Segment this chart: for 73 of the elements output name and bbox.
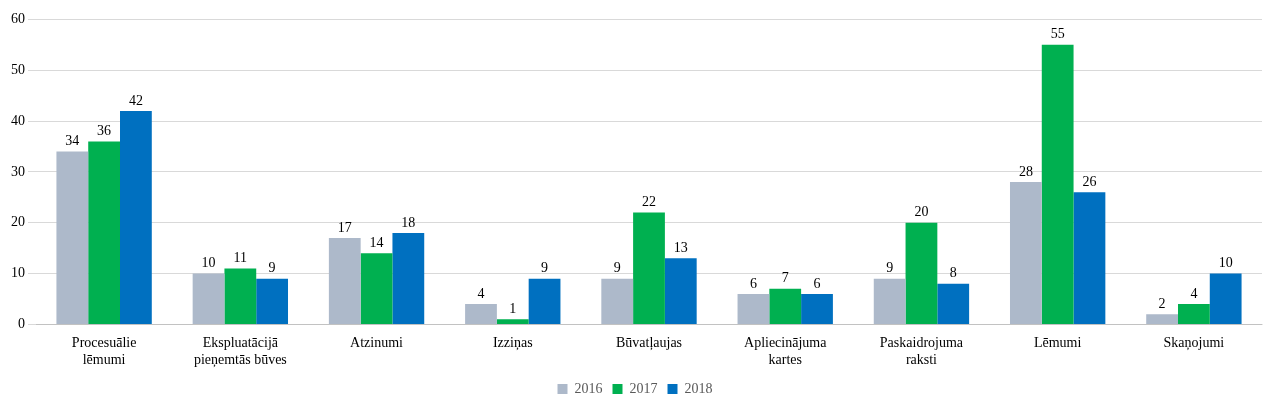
x-tick-label: Būvatļaujas xyxy=(615,335,683,352)
data-label: 20 xyxy=(914,204,929,220)
bar xyxy=(633,212,665,324)
x-tick-label: Apliecinājuma kartes xyxy=(744,335,828,368)
bar xyxy=(601,278,634,324)
bar xyxy=(1146,314,1178,324)
y-tick-label: 30 xyxy=(11,163,25,179)
data-label: 10 xyxy=(201,255,216,271)
y-tick-label: 20 xyxy=(11,214,25,230)
data-label: 2 xyxy=(1158,295,1166,311)
bar xyxy=(496,319,529,324)
data-label: 9 xyxy=(886,260,894,276)
bar xyxy=(1073,192,1106,324)
bar xyxy=(56,151,89,324)
legend-label: 2018 xyxy=(684,380,713,396)
y-tick-label: 0 xyxy=(18,316,25,332)
data-label: 18 xyxy=(401,214,416,230)
data-label: 14 xyxy=(369,234,384,250)
x-tick-label: Paskaidrojuma raksti xyxy=(879,335,964,368)
data-label: 36 xyxy=(97,123,112,139)
y-tick-label: 10 xyxy=(11,265,25,281)
data-label: 6 xyxy=(749,275,757,291)
bar xyxy=(465,304,497,324)
x-tick-label: Lēmumi xyxy=(1033,335,1082,351)
data-label: 1 xyxy=(509,300,517,316)
legend-label: 2017 xyxy=(629,380,658,396)
bar xyxy=(873,278,906,324)
data-label: 13 xyxy=(673,239,688,255)
bar xyxy=(1209,273,1242,324)
data-label: 17 xyxy=(337,219,352,235)
bar xyxy=(1178,304,1210,324)
x-tick-label: Izziņas xyxy=(492,335,533,352)
bar xyxy=(1009,182,1042,324)
bar xyxy=(1041,44,1074,324)
data-label: 11 xyxy=(233,250,248,266)
data-label: 9 xyxy=(613,260,621,276)
bar xyxy=(224,268,257,324)
data-label: 10 xyxy=(1218,255,1233,271)
data-label: 4 xyxy=(1190,285,1198,301)
data-label: 42 xyxy=(128,92,143,108)
data-label: 7 xyxy=(781,270,789,286)
y-tick-label: 40 xyxy=(11,112,25,128)
bar xyxy=(392,232,425,324)
data-label: 4 xyxy=(477,285,485,301)
data-label: 9 xyxy=(541,260,549,276)
bar xyxy=(801,293,833,324)
data-label: 26 xyxy=(1082,173,1097,189)
bar xyxy=(256,278,289,324)
data-label: 9 xyxy=(268,260,276,276)
data-label: 28 xyxy=(1018,163,1033,179)
bar xyxy=(905,222,938,324)
x-tick-label: Ekspluatācijā pieņemtās būves xyxy=(193,335,287,369)
bar xyxy=(328,237,361,324)
data-label: 55 xyxy=(1050,26,1065,42)
bar xyxy=(737,293,770,324)
bar xyxy=(769,288,802,324)
bar xyxy=(192,273,225,324)
x-tick-label: Skaņojumi xyxy=(1163,335,1225,352)
legend-label: 2016 xyxy=(574,380,603,396)
bar xyxy=(120,110,152,324)
bar xyxy=(360,253,393,324)
bar xyxy=(664,258,697,324)
bar xyxy=(528,278,561,324)
y-tick-label: 60 xyxy=(11,11,25,27)
y-tick-label: 50 xyxy=(11,61,25,77)
x-tick-label: Procesuālie lēmumi xyxy=(71,335,137,368)
bar xyxy=(88,141,120,324)
data-label: 34 xyxy=(65,133,80,149)
x-tick-label: Atzinumi xyxy=(350,335,404,351)
data-label: 8 xyxy=(949,265,957,281)
data-label: 22 xyxy=(642,194,656,210)
data-label: 6 xyxy=(813,275,821,291)
bar xyxy=(937,283,970,324)
